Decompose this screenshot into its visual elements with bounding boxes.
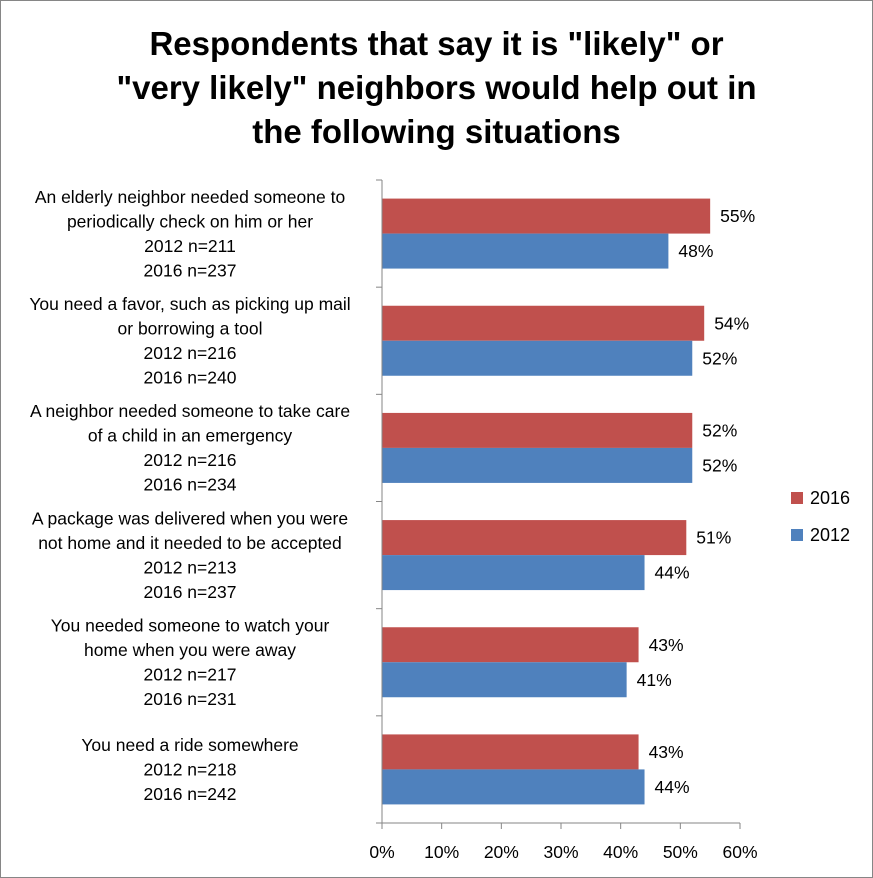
- category-label-2: 2012 n=216: [144, 343, 237, 363]
- bar-2012-5: [382, 662, 627, 698]
- data-label-2012-4: 44%: [655, 563, 690, 583]
- data-label-2016-4: 51%: [696, 528, 731, 548]
- data-label-2012-5: 41%: [637, 670, 672, 690]
- category-label-5: 2012 n=217: [144, 665, 237, 685]
- value-tick-label: 60%: [722, 842, 757, 862]
- category-label-2: or borrowing a tool: [118, 319, 263, 339]
- value-tick-label: 0%: [369, 842, 394, 862]
- data-label-2016-2: 54%: [714, 313, 749, 333]
- category-label-2: You need a favor, such as picking up mai…: [29, 294, 350, 314]
- data-label-2016-1: 55%: [720, 206, 755, 226]
- bar-2016-2: [382, 305, 705, 341]
- bar-2016-4: [382, 520, 687, 556]
- bar-2012-4: [382, 555, 645, 591]
- category-label-5: 2016 n=231: [144, 689, 237, 709]
- data-label-2016-5: 43%: [649, 635, 684, 655]
- chart-title-line: Respondents that say it is "likely" or: [149, 25, 724, 62]
- legend-label-2016: 2016: [810, 488, 850, 508]
- bar-2016-5: [382, 627, 639, 663]
- category-label-4: 2012 n=213: [144, 557, 237, 577]
- data-label-2012-1: 48%: [678, 241, 713, 261]
- bar-2012-1: [382, 233, 669, 269]
- legend-swatch-2012: [791, 529, 803, 541]
- category-label-3: A neighbor needed someone to take care: [30, 401, 350, 421]
- category-label-3: of a child in an emergency: [88, 426, 293, 446]
- bar-2016-1: [382, 198, 711, 234]
- value-tick-label: 20%: [484, 842, 519, 862]
- category-label-3: 2012 n=216: [144, 450, 237, 470]
- legend-swatch-2016: [791, 492, 803, 504]
- category-label-4: A package was delivered when you were: [32, 508, 348, 528]
- chart-title-line: "very likely" neighbors would help out i…: [116, 69, 757, 106]
- bar-2012-2: [382, 340, 693, 376]
- chart-title: Respondents that say it is "likely" or "…: [0, 22, 873, 154]
- category-label-6: 2012 n=218: [144, 759, 237, 779]
- category-label-3: 2016 n=234: [144, 475, 237, 495]
- category-label-6: 2016 n=242: [144, 784, 237, 804]
- data-label-2016-3: 52%: [702, 420, 737, 440]
- data-label-2012-6: 44%: [655, 777, 690, 797]
- value-tick-label: 50%: [663, 842, 698, 862]
- category-label-5: home when you were away: [84, 640, 296, 660]
- category-label-2: 2016 n=240: [144, 368, 237, 388]
- legend-label-2012: 2012: [810, 525, 850, 545]
- category-label-1: 2012 n=211: [144, 236, 236, 256]
- data-label-2016-6: 43%: [649, 742, 684, 762]
- category-label-4: 2016 n=237: [144, 582, 237, 602]
- bar-2012-6: [382, 769, 645, 805]
- value-tick-label: 40%: [603, 842, 638, 862]
- category-label-1: An elderly neighbor needed someone to: [35, 187, 345, 207]
- bar-2012-3: [382, 447, 693, 483]
- bar-2016-3: [382, 412, 693, 448]
- data-label-2012-3: 52%: [702, 455, 737, 475]
- value-tick-label: 30%: [543, 842, 578, 862]
- category-label-1: periodically check on him or her: [67, 211, 313, 231]
- value-tick-label: 10%: [424, 842, 459, 862]
- chart-title-line: the following situations: [252, 113, 621, 150]
- category-label-4: not home and it needed to be accepted: [38, 533, 342, 553]
- data-label-2012-2: 52%: [702, 348, 737, 368]
- bar-2016-6: [382, 734, 639, 770]
- category-label-5: You needed someone to watch your: [51, 616, 330, 636]
- category-label-1: 2016 n=237: [144, 260, 237, 280]
- category-label-6: You need a ride somewhere: [81, 735, 298, 755]
